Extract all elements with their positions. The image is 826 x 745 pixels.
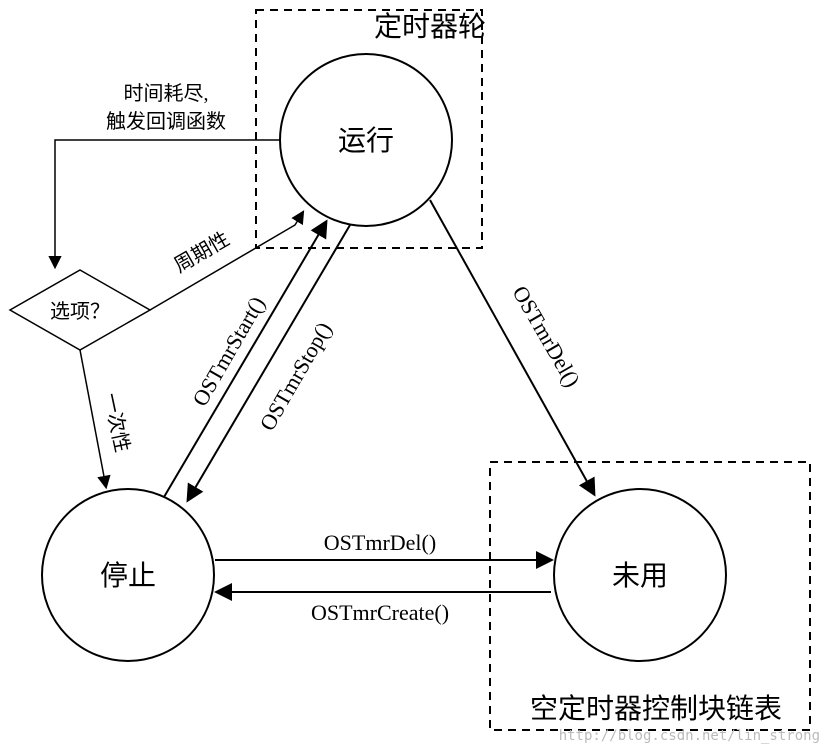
edge-timeout-label-1: 时间耗尽, [124,82,209,105]
edge-periodic-label: 周期性 [170,227,233,277]
edge-stop-label: OSTmrStop() [254,318,336,435]
edge-oneshot [80,350,106,487]
box-free-list-label: 空定时器控制块链表 [530,693,782,725]
edge-del-run-label: OSTmrDel() [508,281,586,391]
edge-del-run [430,200,594,494]
edge-del-stop-label: OSTmrDel() [324,530,436,555]
watermark: http://blog.csdn.net/lin_strong [559,728,820,744]
edge-create-label: OSTmrCreate() [311,600,449,625]
edge-start-label: OSTmrStart() [187,292,270,410]
box-timer-wheel-label: 定时器轮 [374,11,486,43]
node-stop-label: 停止 [100,560,156,592]
decision-option-label: 选项？ [50,300,110,323]
edge-timeout-label-2: 触发回调函数 [106,110,226,133]
node-unused-label: 未用 [612,560,668,592]
edge-run-to-decision [55,140,280,267]
node-run-label: 运行 [338,125,394,157]
edge-oneshot-label: 一次性 [99,391,134,454]
state-diagram: 定时器轮 空定时器控制块链表 运行 停止 未用 选项？ 时间耗尽, 触发回调函数… [0,0,826,745]
